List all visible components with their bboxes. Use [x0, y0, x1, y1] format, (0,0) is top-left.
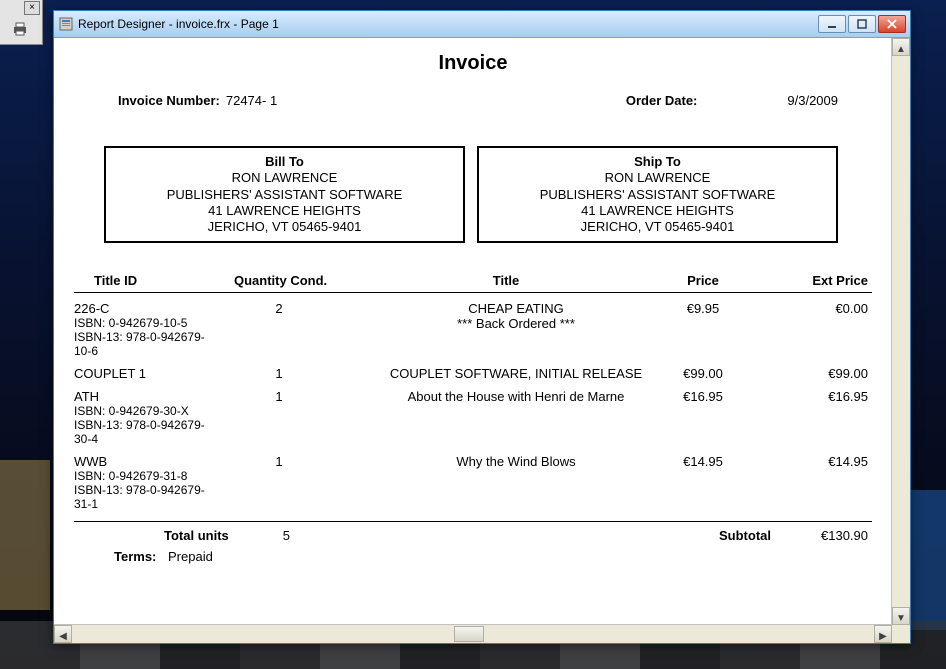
cell-price: €99.00 — [648, 366, 758, 381]
maximize-button[interactable] — [848, 15, 876, 33]
table-row: WWBISBN: 0-942679-31-8ISBN-13: 978-0-942… — [74, 454, 872, 511]
col-title-id: Title ID — [74, 273, 234, 288]
cell-title: Why the Wind Blows — [384, 454, 648, 469]
cell-quantity: 1 — [214, 389, 384, 404]
cell-title-id: COUPLET 1 — [74, 366, 214, 381]
total-units-label: Total units — [164, 528, 229, 543]
table-row: COUPLET 11COUPLET SOFTWARE, INITIAL RELE… — [74, 366, 872, 381]
bill-to-heading: Bill To — [112, 154, 457, 170]
minimize-button[interactable] — [818, 15, 846, 33]
bill-to-street: 41 LAWRENCE HEIGHTS — [112, 203, 457, 219]
cell-title-id: 226-CISBN: 0-942679-10-5ISBN-13: 978-0-9… — [74, 301, 214, 358]
ship-to-box: Ship To RON LAWRENCE PUBLISHERS' ASSISTA… — [477, 146, 838, 243]
col-price: Price — [648, 273, 758, 288]
col-title: Title — [364, 273, 648, 288]
cell-title-id: ATHISBN: 0-942679-30-XISBN-13: 978-0-942… — [74, 389, 214, 446]
subtotal-label: Subtotal — [719, 528, 771, 543]
ship-to-heading: Ship To — [485, 154, 830, 170]
scroll-right-button[interactable]: ▶ — [874, 625, 892, 643]
cell-ext-price: €99.00 — [758, 366, 872, 381]
invoice-number-value: 72474- 1 — [226, 93, 277, 108]
cell-title: About the House with Henri de Marne — [384, 389, 648, 404]
bill-to-box: Bill To RON LAWRENCE PUBLISHERS' ASSISTA… — [104, 146, 465, 243]
print-icon[interactable] — [12, 22, 28, 41]
table-row: ATHISBN: 0-942679-30-XISBN-13: 978-0-942… — [74, 389, 872, 446]
cell-ext-price: €14.95 — [758, 454, 872, 469]
cell-price: €16.95 — [648, 389, 758, 404]
cell-title: COUPLET SOFTWARE, INITIAL RELEASE — [384, 366, 648, 381]
cell-price: €14.95 — [648, 454, 758, 469]
cell-quantity: 1 — [214, 454, 384, 469]
col-quantity: Quantity Cond. — [234, 273, 364, 288]
page-title: Invoice — [58, 52, 888, 75]
cell-ext-price: €16.95 — [758, 389, 872, 404]
horizontal-scrollbar[interactable]: ◀ ▶ — [54, 624, 892, 643]
cell-quantity: 1 — [214, 366, 384, 381]
terms-row: Terms: Prepaid — [114, 549, 888, 564]
terms-label: Terms: — [114, 549, 156, 564]
table-footer: Total units 5 Subtotal €130.90 — [74, 521, 872, 543]
window-client-area: Invoice Invoice Number: 72474- 1 Order D… — [54, 38, 910, 643]
bill-to-name: RON LAWRENCE — [112, 170, 457, 186]
toolbar-close-button[interactable]: × — [24, 1, 40, 15]
table-header-row: Title ID Quantity Cond. Title Price Ext … — [74, 273, 872, 293]
scroll-thumb[interactable] — [454, 626, 484, 642]
bill-to-city: JERICHO, VT 05465-9401 — [112, 219, 457, 235]
scroll-corner — [892, 625, 910, 643]
window-title: Report Designer - invoice.frx - Page 1 — [78, 17, 818, 31]
invoice-number-label: Invoice Number: — [118, 93, 220, 108]
close-button[interactable] — [878, 15, 906, 33]
terms-value: Prepaid — [168, 549, 213, 564]
col-ext-price: Ext Price — [758, 273, 872, 288]
report-page: Invoice Invoice Number: 72474- 1 Order D… — [58, 42, 888, 621]
scroll-left-button[interactable]: ◀ — [54, 625, 72, 643]
line-items-table: Title ID Quantity Cond. Title Price Ext … — [74, 273, 872, 543]
scroll-up-button[interactable]: ▲ — [892, 38, 910, 56]
ship-to-city: JERICHO, VT 05465-9401 — [485, 219, 830, 235]
cell-title: CHEAP EATING*** Back Ordered *** — [384, 301, 648, 331]
bill-to-company: PUBLISHERS' ASSISTANT SOFTWARE — [112, 187, 457, 203]
window-titlebar[interactable]: Report Designer - invoice.frx - Page 1 — [54, 11, 910, 38]
ship-to-company: PUBLISHERS' ASSISTANT SOFTWARE — [485, 187, 830, 203]
floating-toolbar: × — [0, 0, 43, 45]
scroll-down-button[interactable]: ▼ — [892, 607, 910, 625]
total-units-value: 5 — [283, 528, 290, 543]
order-date-label: Order Date: — [626, 93, 698, 108]
vertical-scrollbar[interactable]: ▲ ▼ — [891, 38, 910, 625]
cell-quantity: 2 — [214, 301, 384, 316]
cell-title-id: WWBISBN: 0-942679-31-8ISBN-13: 978-0-942… — [74, 454, 214, 511]
order-date-value: 9/3/2009 — [787, 93, 838, 108]
cell-ext-price: €0.00 — [758, 301, 872, 316]
subtotal-value: €130.90 — [821, 528, 872, 543]
cell-price: €9.95 — [648, 301, 758, 316]
table-row: 226-CISBN: 0-942679-10-5ISBN-13: 978-0-9… — [74, 301, 872, 358]
app-icon — [58, 16, 74, 32]
ship-to-name: RON LAWRENCE — [485, 170, 830, 186]
ship-to-street: 41 LAWRENCE HEIGHTS — [485, 203, 830, 219]
report-designer-window: Report Designer - invoice.frx - Page 1 I… — [53, 10, 911, 644]
invoice-info-row: Invoice Number: 72474- 1 Order Date: 9/3… — [58, 93, 888, 108]
